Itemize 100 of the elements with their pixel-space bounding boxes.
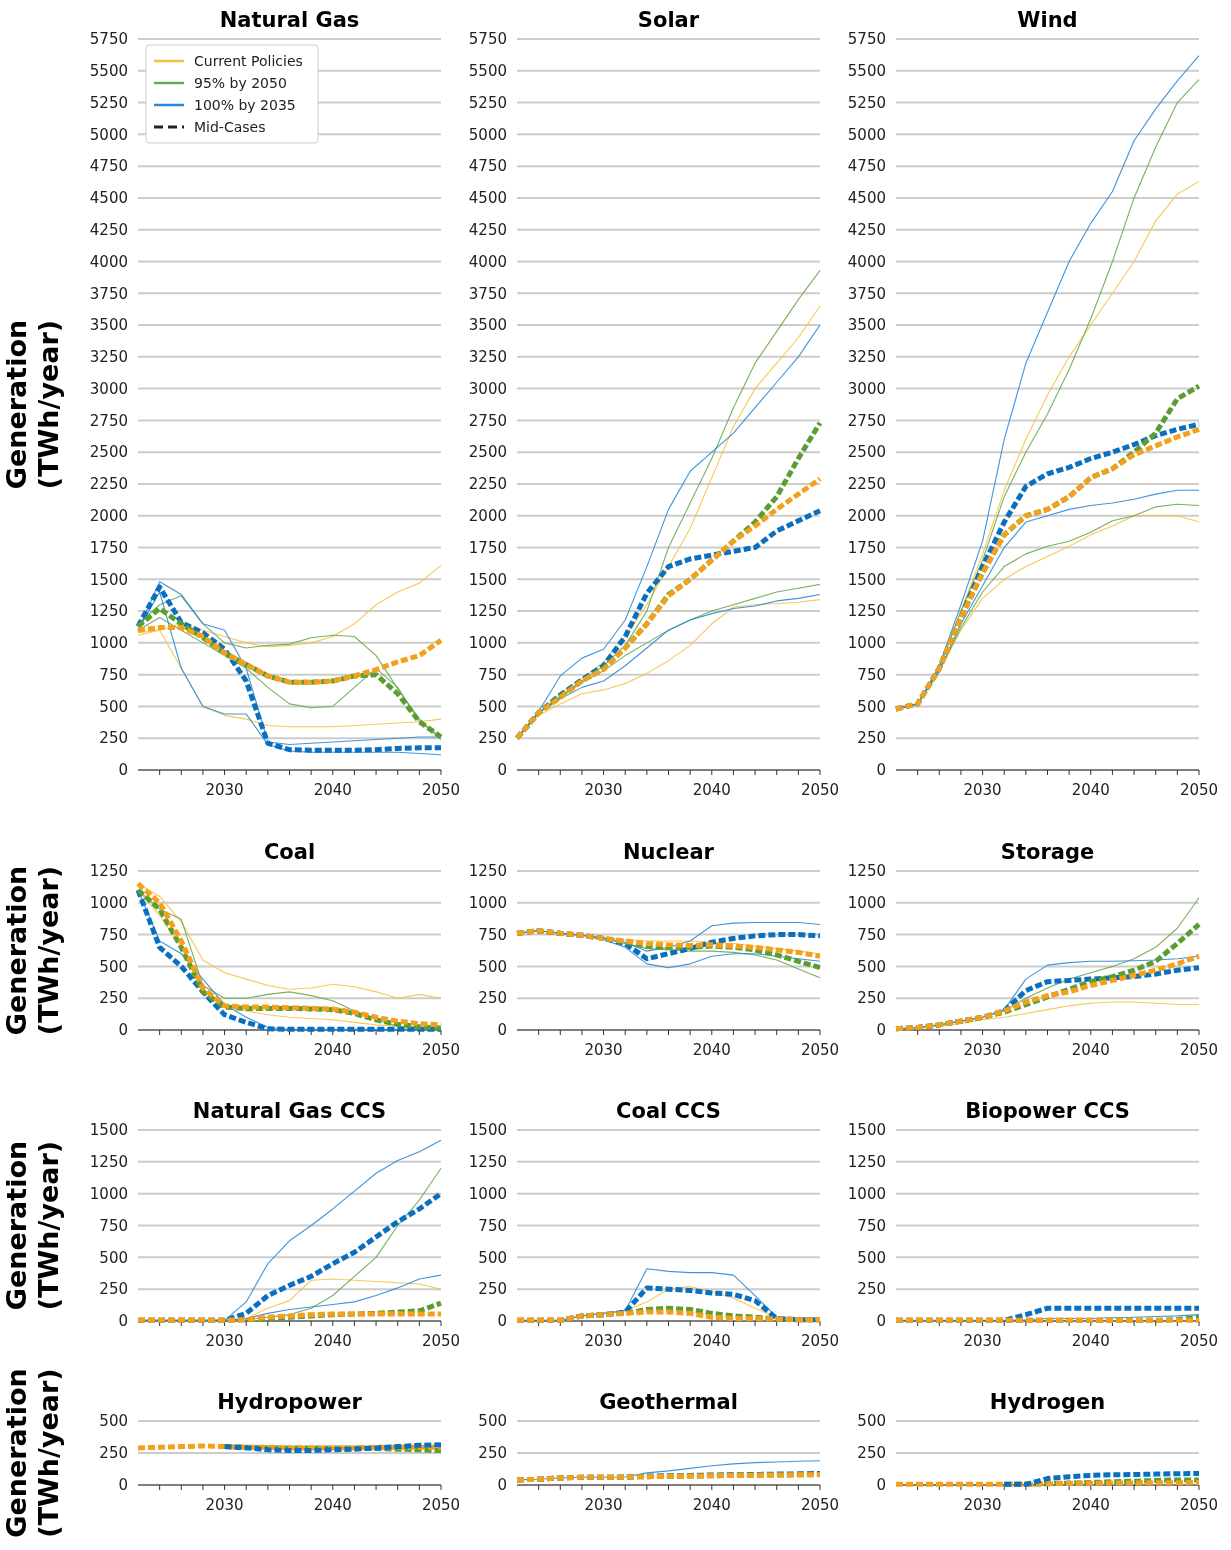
x-tick-label: 2030 xyxy=(205,1496,244,1514)
x-tick-label: 2040 xyxy=(692,1332,731,1350)
y-tick-label: 750 xyxy=(857,925,886,944)
y-tick-label: 1750 xyxy=(89,538,128,557)
y-tick-label: 3250 xyxy=(468,348,507,367)
y-tick-label: 3750 xyxy=(847,284,886,303)
y-tick-label: 500 xyxy=(99,1248,128,1267)
y-tick-label: 4250 xyxy=(89,220,128,239)
y-tick-label: 2750 xyxy=(468,411,507,430)
y-tick-label: 3500 xyxy=(468,316,507,335)
y-tick-label: 3000 xyxy=(847,379,886,398)
legend-label: Current Policies xyxy=(194,52,303,69)
y-tick-label: 0 xyxy=(497,1476,507,1495)
y-tick-label: 3250 xyxy=(89,348,128,367)
y-tick-label: 4000 xyxy=(89,252,128,271)
y-tick-label: 3000 xyxy=(468,379,507,398)
y-tick-label: 1000 xyxy=(847,634,886,653)
y-tick-label: 5250 xyxy=(468,93,507,112)
y-tick-label: 2250 xyxy=(468,475,507,494)
y-tick-label: 0 xyxy=(118,1476,128,1495)
y-tick-label: 1250 xyxy=(468,862,507,881)
y-tick-label: 250 xyxy=(99,729,128,748)
x-tick-label: 2030 xyxy=(584,781,623,799)
y-tick-label: 1000 xyxy=(89,1184,128,1203)
y-tick-label: 1500 xyxy=(847,1121,886,1140)
y-tick-label: 1500 xyxy=(468,570,507,589)
y-tick-label: 250 xyxy=(478,729,507,748)
x-tick-label: 2050 xyxy=(1179,1041,1219,1059)
x-tick-label: 2030 xyxy=(205,1332,244,1350)
y-tick-label: 1000 xyxy=(89,634,128,653)
y-tick-label: 4500 xyxy=(847,189,886,208)
x-tick-label: 2050 xyxy=(800,781,840,799)
y-tick-label: 3500 xyxy=(847,316,886,335)
y-axis-title: Generation (TWh/year) xyxy=(1,1368,64,1538)
y-tick-label: 1500 xyxy=(468,1121,507,1140)
x-tick-label: 2040 xyxy=(1071,781,1110,799)
y-tick-label: 0 xyxy=(876,1476,886,1495)
y-tick-label: 750 xyxy=(99,665,128,684)
y-tick-label: 750 xyxy=(857,1216,886,1235)
x-tick-label: 2050 xyxy=(421,1332,461,1350)
y-tick-label: 2000 xyxy=(847,506,886,525)
y-tick-label: 250 xyxy=(857,729,886,748)
chart-title: Hydrogen xyxy=(989,1390,1106,1414)
x-tick-label: 2050 xyxy=(421,1496,461,1514)
y-tick-label: 3250 xyxy=(847,348,886,367)
y-tick-label: 4000 xyxy=(847,252,886,271)
y-tick-label: 250 xyxy=(99,1280,128,1299)
y-tick-label: 1250 xyxy=(847,602,886,621)
y-tick-label: 5000 xyxy=(847,125,886,144)
y-tick-label: 0 xyxy=(497,761,507,780)
y-tick-label: 250 xyxy=(478,989,507,1008)
y-tick-label: 1000 xyxy=(89,894,128,913)
x-tick-label: 2030 xyxy=(963,781,1002,799)
y-tick-label: 0 xyxy=(876,1312,886,1331)
y-tick-label: 500 xyxy=(478,1412,507,1431)
x-tick-label: 2050 xyxy=(1179,1332,1219,1350)
x-tick-label: 2030 xyxy=(963,1496,1002,1514)
y-tick-label: 4500 xyxy=(89,189,128,208)
y-tick-label: 1250 xyxy=(89,602,128,621)
y-tick-label: 500 xyxy=(857,957,886,976)
y-tick-label: 750 xyxy=(478,665,507,684)
y-tick-label: 1250 xyxy=(468,1153,507,1172)
y-tick-label: 2500 xyxy=(847,443,886,462)
x-tick-label: 2040 xyxy=(1071,1496,1110,1514)
y-tick-label: 500 xyxy=(99,957,128,976)
y-tick-label: 1000 xyxy=(468,1184,507,1203)
chart-title: Hydropower xyxy=(217,1390,363,1414)
y-tick-label: 0 xyxy=(118,1021,128,1040)
x-tick-label: 2050 xyxy=(1179,1496,1219,1514)
y-axis-title: Generation (TWh/year) xyxy=(1,1140,64,1311)
x-tick-label: 2040 xyxy=(1071,1332,1110,1350)
y-tick-label: 500 xyxy=(857,1412,886,1431)
y-tick-label: 4500 xyxy=(468,189,507,208)
x-tick-label: 2050 xyxy=(1179,781,1219,799)
y-tick-label: 250 xyxy=(857,1280,886,1299)
x-tick-label: 2040 xyxy=(692,781,731,799)
y-tick-label: 2250 xyxy=(89,475,128,494)
y-tick-label: 0 xyxy=(497,1021,507,1040)
x-tick-label: 2030 xyxy=(584,1496,623,1514)
y-tick-label: 0 xyxy=(876,1021,886,1040)
legend-label: 100% by 2035 xyxy=(194,96,296,113)
y-tick-label: 4750 xyxy=(89,157,128,176)
y-tick-label: 1000 xyxy=(847,894,886,913)
y-tick-label: 5750 xyxy=(847,30,886,49)
x-tick-label: 2040 xyxy=(313,781,352,799)
y-tick-label: 3000 xyxy=(89,379,128,398)
x-tick-label: 2030 xyxy=(963,1041,1002,1059)
y-axis-title: Generation (TWh/year) xyxy=(1,865,64,1036)
x-tick-label: 2050 xyxy=(421,781,461,799)
y-tick-label: 2750 xyxy=(847,411,886,430)
chart-title: Geothermal xyxy=(599,1390,738,1414)
chart-title: Natural Gas xyxy=(219,8,360,32)
y-tick-label: 0 xyxy=(497,1312,507,1331)
y-tick-label: 1000 xyxy=(468,634,507,653)
y-tick-label: 500 xyxy=(857,1248,886,1267)
y-tick-label: 3500 xyxy=(89,316,128,335)
y-tick-label: 5250 xyxy=(89,93,128,112)
y-tick-label: 5500 xyxy=(89,62,128,81)
y-tick-label: 1500 xyxy=(847,570,886,589)
y-tick-label: 500 xyxy=(478,1248,507,1267)
